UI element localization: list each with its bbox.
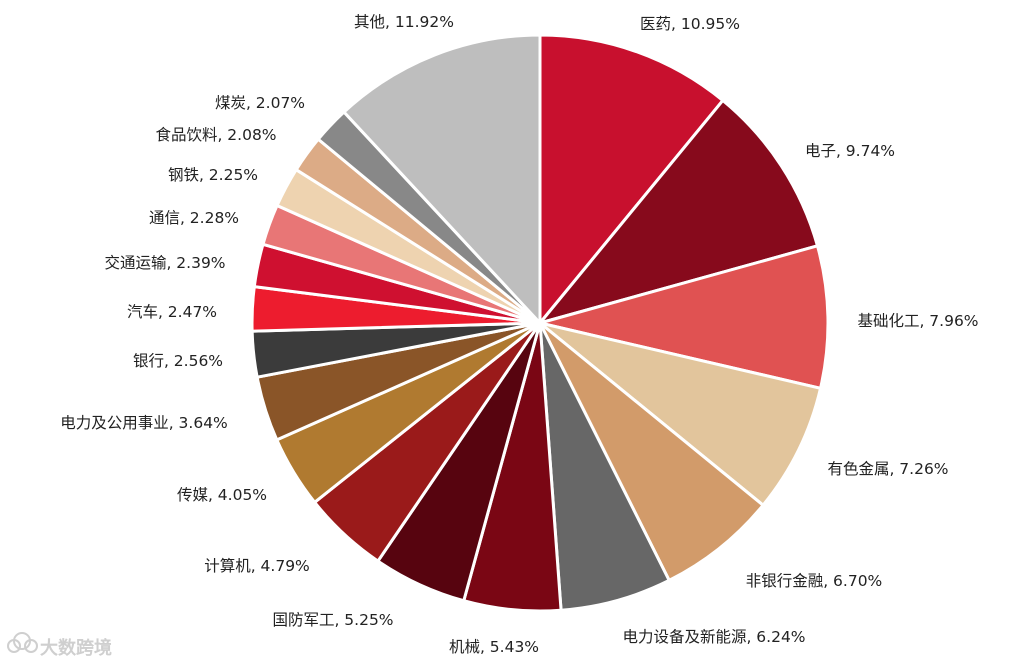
pie-slice — [538, 244, 830, 390]
slice-label: 电子, 9.74% — [805, 142, 895, 160]
slice-label: 机械, 5.43% — [449, 638, 539, 656]
slice-label: 银行, 2.56% — [133, 352, 223, 370]
slice-label: 食品饮料, 2.08% — [155, 126, 276, 144]
cloud-logo-icon — [7, 632, 38, 653]
slice-label: 交通运输, 2.39% — [104, 254, 225, 272]
slice-label: 钢铁, 2.25% — [168, 166, 258, 184]
slice-label: 通信, 2.28% — [149, 209, 239, 227]
watermark-text: 大数跨境 — [40, 637, 112, 659]
pie-labels: 医药, 10.95% 电子, 9.74% 基础化工, 7.96% 有色金属, 7.26… — [60, 13, 978, 656]
slice-label: 煤炭, 2.07% — [215, 94, 305, 112]
pie-slice — [538, 321, 765, 582]
slice-label: 基础化工, 7.96% — [857, 312, 978, 330]
slice-label: 有色金属, 7.26% — [827, 460, 948, 478]
pie-slice — [538, 98, 819, 325]
slice-label: 非银行金融, 6.70% — [746, 572, 883, 590]
pie-slice — [342, 33, 542, 325]
slice-label: 电力设备及新能源, 6.24% — [622, 628, 805, 646]
slice-label: 其他, 11.92% — [354, 13, 454, 31]
slice-label: 计算机, 4.79% — [204, 556, 310, 575]
pie-slice — [538, 321, 822, 507]
pie-slices — [250, 33, 830, 613]
slice-label: 汽车, 2.47% — [127, 303, 217, 321]
slice-label: 国防军工, 5.25% — [272, 611, 393, 629]
slice-label: 电力及公用事业, 3.64% — [60, 414, 228, 432]
slice-label: 传媒, 4.05% — [177, 486, 267, 504]
slice-label: 医药, 10.95% — [640, 15, 740, 33]
pie-slice — [538, 33, 725, 325]
watermark: 大数跨境 — [7, 632, 112, 659]
